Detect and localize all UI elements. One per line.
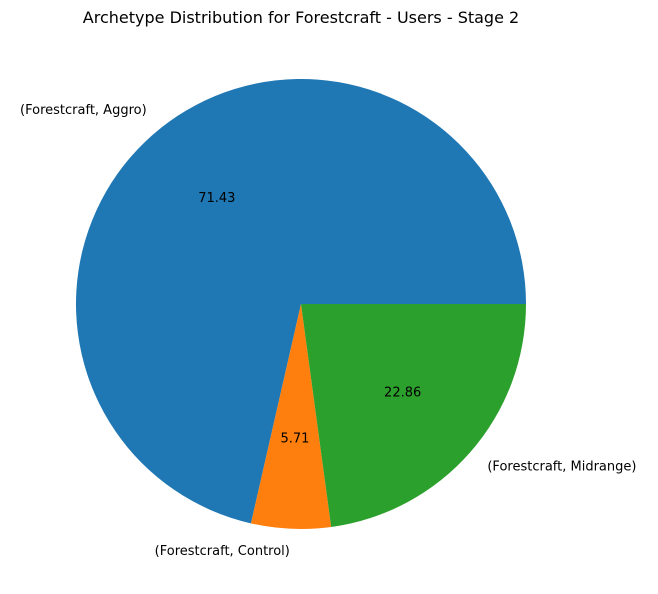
- category-label-forestcraft-control: (Forestcraft, Control): [155, 544, 290, 559]
- pie-slices: [75, 79, 526, 529]
- category-label-forestcraft-aggro: (Forestcraft, Aggro): [20, 103, 147, 118]
- chart-title: Archetype Distribution for Forestcraft -…: [83, 8, 519, 27]
- pie-slice-forestcraft-aggro: [75, 79, 526, 524]
- category-label-forestcraft-midrange: (Forestcraft, Midrange): [487, 459, 636, 474]
- pct-label-forestcraft-midrange: 22.86: [384, 385, 421, 400]
- pie-slice-forestcraft-control: [250, 304, 332, 529]
- pct-label-forestcraft-aggro: 71.43: [198, 191, 235, 206]
- pie-slice-forestcraft-midrange: [301, 304, 526, 527]
- pct-label-forestcraft-control: 5.71: [280, 431, 309, 446]
- category-labels: (Forestcraft, Aggro) (Forestcraft, Contro…: [20, 103, 636, 559]
- percentage-labels: 71.43 5.71 22.86: [198, 191, 421, 446]
